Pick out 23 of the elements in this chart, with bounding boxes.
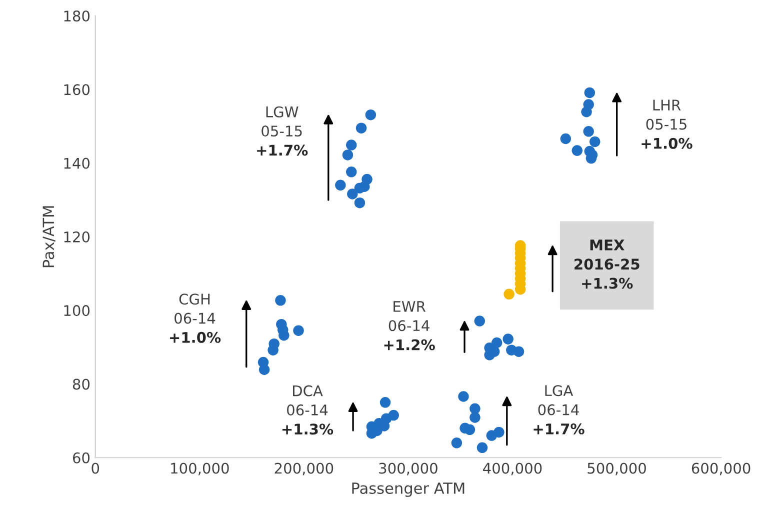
- y-tick-label: 80: [72, 378, 90, 390]
- annotation: LHR 05-15 +1.0%: [642, 100, 692, 149]
- x-tick-label: 400,000: [483, 462, 542, 476]
- annotation: LGW 05-15 +1.7%: [257, 106, 308, 156]
- x-tick-label: 600,000: [692, 462, 750, 476]
- annotation: LGA 06-14 +1.7%: [534, 385, 584, 434]
- annotation: DCA 06-14 +1.3%: [282, 385, 334, 435]
- x-tick-label: 0: [92, 462, 100, 474]
- y-tick-label: 140: [64, 158, 90, 169]
- x-tick-label: 300,000: [379, 462, 438, 476]
- y-tick-label: 100: [64, 305, 90, 316]
- y-tick-label: 60: [72, 452, 90, 464]
- y-tick-label: 180: [64, 10, 90, 22]
- y-tick-label: 160: [64, 84, 90, 96]
- x-tick-label: 100,000: [171, 462, 229, 476]
- y-axis-title: Pax/ATM: [42, 206, 56, 268]
- annotation: CGH 06-14 +1.0%: [170, 294, 221, 343]
- x-tick-label: 500,000: [588, 462, 646, 476]
- x-axis-title: Passenger ATM: [352, 482, 464, 497]
- y-tick-label: 120: [64, 231, 90, 242]
- x-tick-label: 200,000: [274, 462, 334, 476]
- annotation: EWR 06-14 +1.2%: [384, 301, 435, 350]
- annotation: MEX 2016-25 +1.3%: [574, 240, 640, 289]
